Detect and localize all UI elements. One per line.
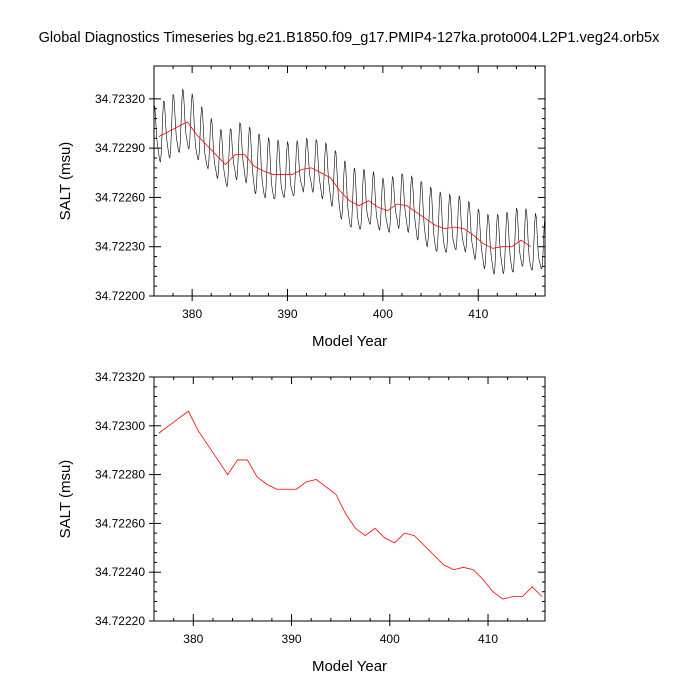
top-panel: 380 390 400 410 34.72200 34.72230 34.72260 34.7… [57,65,546,350]
y-tick-label: 34.72240 [95,565,145,579]
y-axis-label: SALT (msu) [57,460,74,539]
x-tick-label: 410 [478,632,498,646]
x-tick-label: 390 [277,307,297,321]
x-tick-label: 410 [468,307,488,321]
x-axis-label: Model Year [312,658,387,675]
monthly-series-line [154,88,545,275]
y-tick-label: 34.72300 [95,419,145,433]
plot-frame [153,376,546,622]
bottom-panel: 380 390 400 410 34.72220 34.72240 34.72260 34.7… [57,370,546,675]
x-tick-label: 390 [282,632,302,646]
y-tick-label: 34.72260 [95,516,145,530]
y-tick-label: 34.72230 [95,240,145,254]
x-tick-label: 380 [182,307,202,321]
annual-mean-series-line [158,121,531,249]
y-tick-label: 34.72320 [95,370,145,384]
x-axis-label: Model Year [312,333,387,350]
y-tick-label: 34.72280 [95,468,145,482]
x-tick-label: 400 [373,307,393,321]
x-tick-label: 400 [380,632,400,646]
y-tick-label: 34.72290 [95,141,145,155]
x-tick-label: 380 [183,632,203,646]
y-tick-label: 34.72220 [95,614,145,628]
annual-mean-series-line [158,410,543,600]
plot-frame [153,65,546,297]
figure-title: Global Diagnostics Timeseries bg.e21.B18… [39,30,660,46]
y-tick-label: 34.72260 [95,190,145,204]
y-tick-label: 34.72320 [95,92,145,106]
y-tick-label: 34.72200 [95,289,145,303]
y-axis-label: SALT (msu) [57,142,74,221]
